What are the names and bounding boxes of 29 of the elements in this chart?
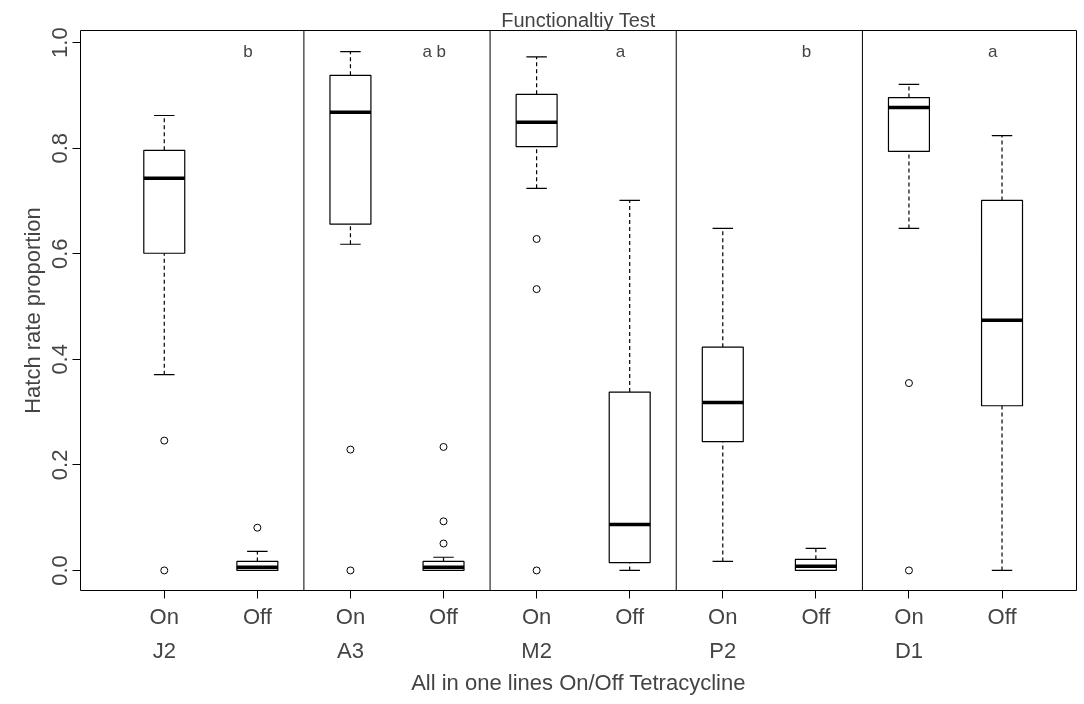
annotation: a (988, 42, 998, 62)
x-axis-title: All in one lines On/Off Tetracycline (411, 669, 746, 695)
y-axis-title: Hatch rate proportion (19, 207, 45, 414)
text: P2 (709, 637, 737, 663)
text: D1 (894, 637, 924, 663)
x-tick-label: Off (615, 603, 646, 629)
x-tick-label: Off (987, 603, 1018, 629)
x-tick-label: Off (242, 603, 273, 629)
text: M2 (521, 637, 552, 663)
x-tick-label: On (894, 603, 924, 629)
annotation: a (615, 42, 626, 62)
annotation: b (801, 42, 812, 62)
x-tick-label: Off (801, 603, 832, 629)
x-tick-label: On (335, 603, 366, 629)
text: J2 (152, 637, 176, 663)
y-tick-label: 0.0 (47, 555, 73, 586)
y-tick-label: 0.4 (47, 344, 73, 375)
x-tick-label: Off (429, 603, 459, 629)
chart-title: Functionaltiy Test (501, 8, 656, 31)
text: A3 (336, 637, 364, 663)
annotation: b (243, 42, 253, 62)
y-tick-label: 0.6 (47, 238, 73, 270)
x-tick-label: On (149, 603, 179, 629)
annotation: a b (422, 42, 447, 62)
x-tick-label: On (521, 603, 552, 629)
y-tick-label: 0.2 (47, 449, 73, 481)
y-tick-label: 1.0 (47, 27, 73, 58)
x-tick-label: On (708, 603, 738, 629)
y-tick-label: 0.8 (47, 132, 73, 164)
